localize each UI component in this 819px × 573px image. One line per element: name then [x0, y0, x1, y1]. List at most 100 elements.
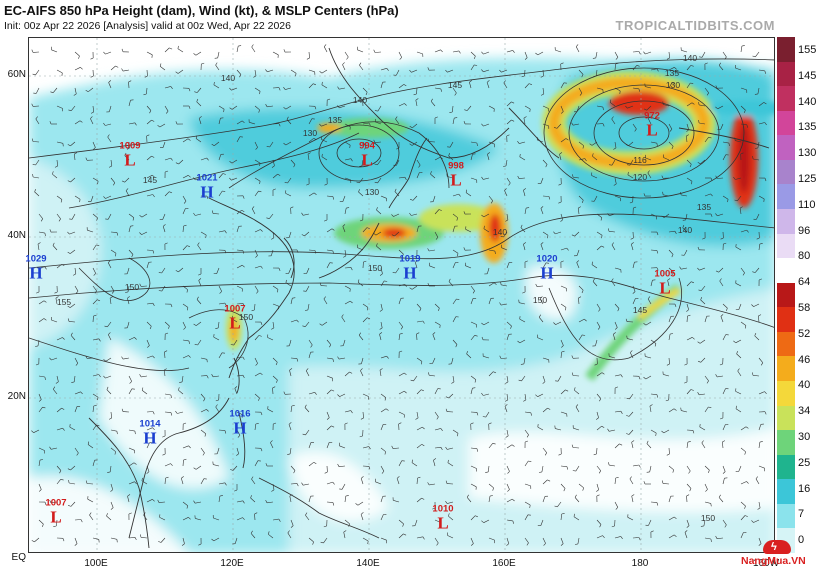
wind-barb-flag	[593, 75, 597, 77]
wind-barb-flag	[127, 494, 131, 497]
wind-barb	[146, 355, 153, 359]
wind-barb	[649, 465, 652, 472]
wind-barb-flag	[149, 110, 152, 114]
wind-barb	[344, 300, 351, 305]
wind-barb-flag	[493, 371, 497, 374]
wind-barb	[38, 318, 45, 323]
wind-barb	[560, 285, 567, 289]
wind-barb-flag	[376, 207, 378, 211]
wind-barb-flag	[558, 453, 562, 456]
wind-barb-flag	[529, 504, 531, 509]
wind-barb	[718, 65, 724, 71]
wind-barb	[465, 265, 472, 269]
wind-barb	[321, 321, 328, 326]
wind-barb-flag	[708, 469, 710, 474]
wind-barb-flag	[581, 290, 584, 294]
wind-barb	[591, 175, 598, 179]
wind-barb	[304, 231, 310, 237]
wind-barb-flag	[404, 390, 407, 394]
wind-barb-flag	[546, 262, 550, 264]
wind-barb-flag	[609, 99, 612, 103]
wind-barb	[756, 213, 760, 220]
wind-barb-flag	[39, 459, 44, 461]
wind-barb-flag	[410, 379, 414, 382]
wind-barb-flag	[553, 322, 556, 325]
high-pressure-center: 1014 H	[139, 419, 160, 447]
wind-barb-flag	[733, 340, 736, 344]
wind-barb-flag	[666, 57, 670, 60]
wind-barb	[89, 514, 94, 521]
wind-barb	[360, 514, 364, 521]
wind-barb	[614, 321, 618, 328]
wind-barb	[213, 84, 220, 89]
wind-barb	[182, 303, 189, 308]
wind-barb-flag	[734, 137, 736, 141]
wind-barb-flag	[314, 392, 317, 395]
wind-barb-flag	[139, 232, 142, 235]
wind-barb-flag	[456, 217, 458, 221]
wind-barb	[704, 483, 708, 490]
wind-barb	[704, 137, 709, 143]
wind-barb	[344, 519, 350, 525]
wind-barb	[578, 483, 584, 489]
wind-barb	[537, 393, 544, 397]
wind-barb-flag	[421, 361, 423, 365]
wind-barb-flag	[432, 332, 436, 335]
wind-barb-flag	[654, 343, 657, 347]
wind-barb	[272, 173, 278, 179]
wind-barb-flag	[626, 164, 630, 166]
wind-barb	[162, 141, 166, 148]
wind-barb	[146, 105, 152, 111]
wind-barb-flag	[560, 111, 564, 114]
wind-barb-flag	[198, 543, 202, 546]
wind-barb-flag	[114, 451, 116, 455]
wind-barb	[503, 231, 508, 238]
wind-barb	[108, 334, 112, 341]
wind-barb	[524, 514, 529, 521]
wind-barb-flag	[360, 417, 364, 420]
lat-label-20n: 20N	[7, 391, 26, 402]
wind-barb	[146, 194, 153, 197]
wind-barb-flag	[746, 229, 749, 233]
wind-barb-flag	[737, 368, 740, 372]
wind-barb	[36, 87, 40, 94]
wind-barb	[668, 334, 671, 341]
wind-barb-flag	[560, 62, 564, 65]
wind-barb-flag	[638, 88, 640, 92]
wind-barb-flag	[205, 234, 207, 239]
wind-barb	[164, 463, 171, 467]
nangmua-watermark: ϟ NangMua.VN	[741, 540, 813, 570]
wind-barb	[74, 267, 77, 274]
wind-barb-flag	[373, 139, 376, 143]
wind-barb-flag	[404, 177, 407, 180]
wind-barb-flag	[702, 237, 706, 240]
wind-barb	[380, 408, 387, 413]
wind-barb-flag	[615, 62, 619, 65]
wind-barb-flag	[672, 469, 674, 473]
wind-barb	[362, 393, 369, 397]
lon-label-160w: 160W	[752, 558, 780, 569]
wind-barb	[650, 249, 658, 251]
wind-barb-flag	[49, 121, 52, 125]
wind-barb-flag	[629, 476, 632, 480]
wind-barb-flag	[164, 350, 168, 353]
wind-barb	[254, 423, 257, 431]
wind-barb	[74, 153, 76, 161]
wind-barb-flag	[31, 430, 34, 433]
wind-barb	[70, 465, 76, 471]
wind-barb-flag	[507, 489, 510, 492]
wind-barb	[504, 190, 508, 197]
wind-barb-flag	[49, 499, 52, 503]
wind-barb-flag	[332, 481, 335, 485]
wind-barb	[360, 478, 364, 485]
wind-barb-flag	[90, 111, 94, 114]
wind-barb-flag	[523, 116, 527, 119]
colorbar-label: 40	[798, 379, 811, 392]
wind-barb-flag	[620, 411, 623, 414]
wind-barb	[540, 519, 544, 526]
wind-barb-flag	[188, 517, 191, 520]
wind-barb-flag	[613, 147, 617, 150]
wind-barb	[195, 501, 202, 504]
wind-barb	[411, 285, 418, 290]
wind-barb	[146, 87, 148, 95]
